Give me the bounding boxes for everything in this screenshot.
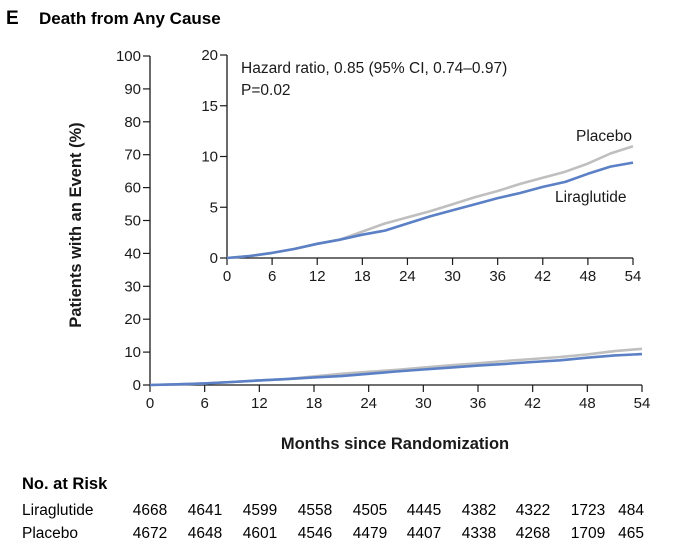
risk-cell: 4599	[243, 502, 277, 519]
risk-cell: 4479	[353, 525, 387, 542]
risk-cell: 4382	[462, 502, 496, 519]
inset-y-tick-label: 20	[201, 47, 218, 64]
inset-x-tick-label: 42	[534, 268, 551, 285]
main-x-tick-label: 24	[360, 395, 377, 412]
x-axis-title: Months since Randomization	[281, 435, 509, 453]
inset-y-tick-label: 0	[210, 250, 218, 267]
inset-x-tick-label: 48	[580, 268, 597, 285]
risk-cell: 4445	[407, 502, 441, 519]
main-y-tick-label: 70	[124, 147, 141, 164]
inset-x-tick-label: 54	[625, 268, 642, 285]
risk-cell: 4648	[188, 525, 222, 542]
main-x-tick-label: 30	[415, 395, 432, 412]
inset-x-tick-label: 0	[223, 268, 231, 285]
risk-table: No. at Risk Liraglutide 4668 4641 4599 4558 4…	[22, 475, 644, 542]
inset-x-tick-label: 36	[489, 268, 506, 285]
main-y-tick-label: 90	[124, 81, 141, 98]
inset-x-tick-label: 24	[399, 268, 416, 285]
hazard-ratio-annotation: Hazard ratio, 0.85 (95% CI, 0.74–0.97)	[241, 60, 507, 77]
main-y-tick-label: 40	[124, 245, 141, 262]
inset-x-tick-label: 30	[444, 268, 461, 285]
inset-x-tick-label: 6	[268, 268, 276, 285]
risk-cell: 4641	[188, 502, 222, 519]
risk-cell: 484	[618, 502, 644, 519]
risk-cell: 4601	[243, 525, 277, 542]
risk-row-label: Liraglutide	[22, 502, 94, 519]
main-x-tick-label: 42	[524, 395, 541, 412]
main-y-tick-label: 0	[133, 377, 141, 394]
risk-cell: 4546	[298, 525, 332, 542]
main-x-tick-label: 48	[579, 395, 596, 412]
risk-row-label: Placebo	[22, 525, 78, 542]
main-y-tick-label: 100	[116, 48, 141, 65]
main-y-tick-label: 30	[124, 278, 141, 295]
inset-y-tick-label: 5	[210, 199, 218, 216]
risk-cell: 4338	[462, 525, 496, 542]
y-axis-title: Patients with an Event (%)	[67, 122, 85, 327]
p-value-annotation: P=0.02	[241, 82, 291, 99]
risk-cell: 4407	[407, 525, 441, 542]
main-placebo-line	[149, 347, 643, 387]
inset-y-tick-label: 10	[201, 149, 218, 166]
inset-x-tick-label: 12	[309, 268, 326, 285]
risk-cell: 4322	[516, 502, 550, 519]
panel-title: Death from Any Cause	[39, 9, 221, 28]
risk-cell: 1709	[571, 525, 605, 542]
liraglutide-series-label: Liraglutide	[555, 189, 627, 206]
risk-cell: 4558	[298, 502, 332, 519]
risk-cell: 4672	[133, 525, 167, 542]
inset-chart: 0 6 12 18 24 30 36 42 48 54 0 5 10 15 20	[201, 47, 641, 285]
main-y-tick-label: 20	[124, 311, 141, 328]
inset-x-tick-label: 18	[354, 268, 371, 285]
main-x-tick-label: 0	[146, 395, 154, 412]
inset-liraglutide-line	[226, 161, 634, 260]
main-y-tick-label: 10	[124, 344, 141, 361]
risk-cell: 4268	[516, 525, 550, 542]
risk-cell: 465	[618, 525, 644, 542]
risk-cell: 4505	[353, 502, 387, 519]
risk-table-title: No. at Risk	[22, 475, 108, 493]
main-y-tick-label: 80	[124, 114, 141, 131]
risk-cell: 4668	[133, 502, 167, 519]
main-x-tick-label: 36	[470, 395, 487, 412]
main-liraglutide-line	[149, 352, 643, 387]
placebo-series-label: Placebo	[576, 128, 632, 145]
main-y-tick-label: 50	[124, 213, 141, 230]
main-x-tick-label: 18	[306, 395, 323, 412]
main-y-tick-label: 60	[124, 180, 141, 197]
main-x-tick-label: 12	[251, 395, 268, 412]
panel-letter: E	[6, 8, 19, 29]
main-x-tick-label: 54	[634, 395, 651, 412]
inset-y-tick-label: 15	[201, 98, 218, 115]
main-x-tick-label: 6	[200, 395, 208, 412]
risk-cell: 1723	[571, 502, 605, 519]
